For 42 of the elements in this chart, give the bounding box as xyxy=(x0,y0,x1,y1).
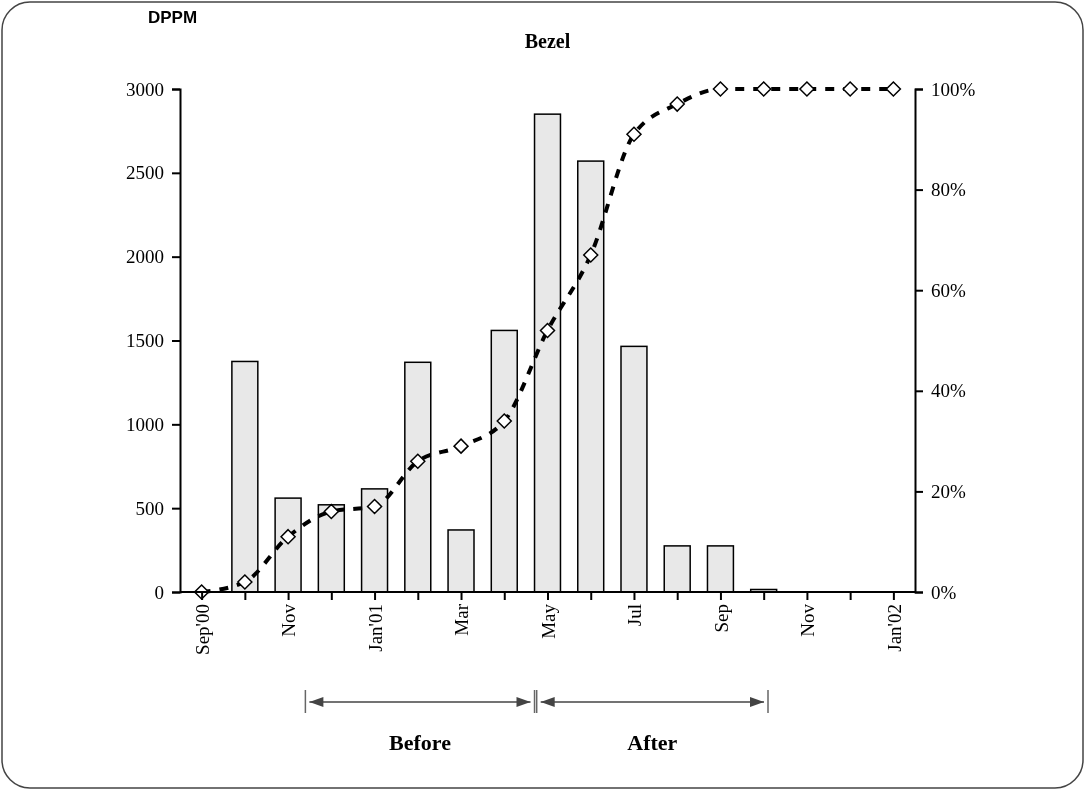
point xyxy=(539,322,556,339)
x-tick-label: Nov xyxy=(797,603,819,637)
text: Before xyxy=(389,730,452,755)
y2-tick-label: 60% xyxy=(931,279,966,301)
y2-tick-label: 100% xyxy=(931,78,976,100)
y2-tick-label: 40% xyxy=(931,380,966,402)
point xyxy=(366,498,383,515)
x-tick-label: May xyxy=(537,603,559,639)
point xyxy=(582,247,599,263)
y-tick-label: 500 xyxy=(135,497,164,519)
point xyxy=(712,81,729,97)
y-tick-label: 2500 xyxy=(126,162,164,184)
x-tick-label: Jan'01 xyxy=(364,604,386,652)
x-tick-label: Sep'00 xyxy=(191,604,213,655)
point xyxy=(842,81,858,97)
point xyxy=(453,438,469,454)
point xyxy=(669,96,685,112)
chart-title: Bezel xyxy=(524,30,571,52)
y-tick-label: 3000 xyxy=(126,78,164,100)
x-tick-label: Sep xyxy=(710,604,732,633)
y-tick-label: 2000 xyxy=(126,246,164,268)
point xyxy=(323,503,340,520)
y-tick-label: 0 xyxy=(154,581,164,603)
point xyxy=(280,528,296,545)
y2-tick-label: 80% xyxy=(931,179,966,201)
y-axis-title: DPPM xyxy=(148,8,198,27)
point xyxy=(410,453,426,469)
point xyxy=(626,126,642,143)
x-tick-label: Jan'02 xyxy=(883,604,905,652)
y-tick-label: 1500 xyxy=(126,330,164,352)
point xyxy=(237,574,253,590)
text: After xyxy=(627,730,678,755)
point xyxy=(799,81,815,97)
point xyxy=(885,81,902,97)
y2-tick-label: 20% xyxy=(931,480,966,502)
point xyxy=(496,413,513,429)
y-tick-label: 1000 xyxy=(126,413,164,435)
x-tick-label: Jul xyxy=(624,604,646,627)
x-tick-label: Mar xyxy=(451,603,473,636)
y2-tick-label: 0% xyxy=(931,581,957,603)
point xyxy=(755,81,772,97)
x-tick-label: Nov xyxy=(278,603,300,637)
